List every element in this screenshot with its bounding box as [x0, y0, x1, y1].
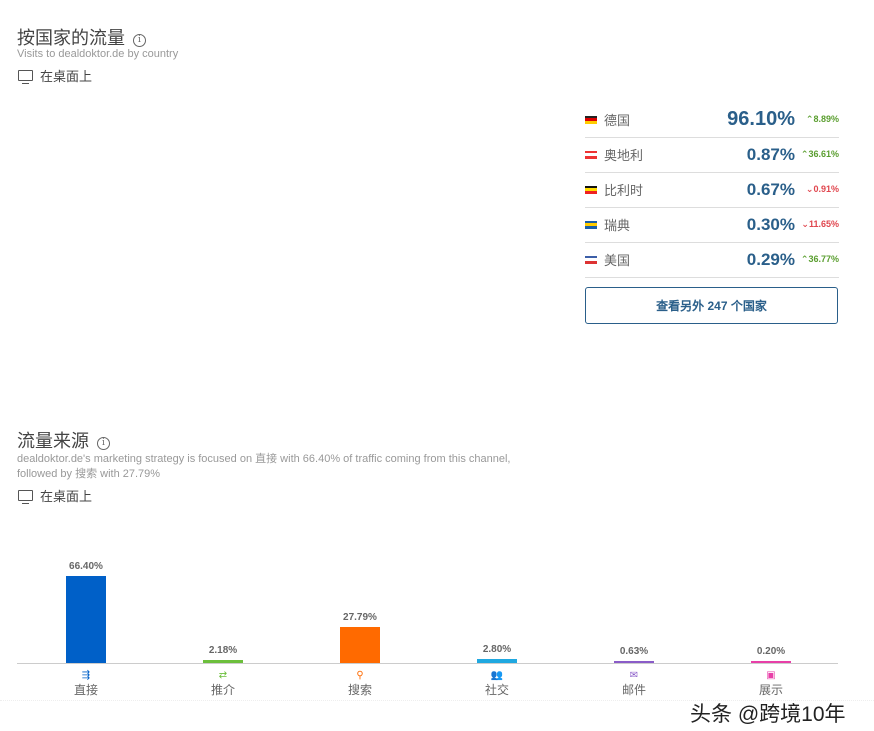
category-label: 搜索 — [347, 683, 372, 697]
arrow-up-icon: ⌃ — [800, 254, 809, 264]
category-3: 👥 社交 — [457, 669, 537, 697]
info-icon[interactable]: i — [133, 34, 146, 47]
country-share: 96.10% — [727, 108, 795, 130]
category-5: ▣ 展示 — [731, 669, 811, 697]
country-name: 美国 — [604, 253, 631, 268]
change-value: ⌄11.65% — [795, 219, 839, 230]
bar-1[interactable] — [203, 660, 243, 663]
arrow-up-icon: ⌃ — [805, 114, 814, 124]
flag-icon — [585, 185, 597, 194]
flag-icon — [585, 115, 597, 124]
watermark: 头条 @跨境10年 — [690, 703, 846, 726]
country-row[interactable]: 比利时 0.67% ⌄0.91% — [585, 172, 839, 208]
bar-label: 2.18% — [208, 645, 238, 657]
category-label: 推介 — [210, 683, 235, 697]
change-value: ⌄0.91% — [795, 184, 839, 195]
country-name: 比利时 — [604, 183, 644, 198]
country-share: 0.30% — [746, 214, 795, 234]
category-0: ⇶ 直接 — [46, 669, 126, 697]
country-section-title: 按国家的流量 i — [17, 24, 146, 50]
country-name: 德国 — [604, 113, 631, 128]
arrow-down-icon: ⌄ — [805, 184, 814, 194]
category-label: 社交 — [484, 683, 509, 697]
bar-label: 0.20% — [756, 646, 786, 657]
source-description: dealdoktor.de's marketing strategy is fo… — [17, 453, 511, 480]
device-text: 在桌面上 — [40, 489, 93, 504]
change-text: 36.61% — [808, 149, 839, 159]
country-row[interactable]: 奥地利 0.87% ⌃36.61% — [585, 137, 839, 173]
mail-icon: ✉ — [629, 670, 639, 681]
category-label: 展示 — [758, 683, 783, 697]
change-text: 8.89% — [813, 114, 839, 124]
bar-label: 0.63% — [619, 646, 649, 657]
view-more-countries-button[interactable]: 查看另外 247 个国家 — [585, 287, 838, 324]
bar-4[interactable] — [614, 661, 654, 663]
bar-label: 27.79% — [343, 611, 377, 623]
change-text: 0.91% — [813, 184, 839, 194]
info-icon[interactable]: i — [97, 437, 110, 450]
chart-baseline — [17, 663, 838, 664]
social-icon: 👥 — [490, 670, 504, 681]
bar-label: 66.40% — [69, 561, 103, 572]
category-1: ⇄ 推介 — [183, 669, 263, 697]
country-name: 奥地利 — [604, 148, 644, 163]
flag-icon — [585, 150, 597, 159]
category-2: ⚲ 搜索 — [320, 669, 400, 697]
change-value: ⌃36.61% — [795, 149, 839, 160]
bar-label: 2.80% — [482, 644, 512, 656]
country-subtitle: Visits to dealdoktor.de by country — [17, 48, 179, 60]
arrow-down-icon: ⌄ — [801, 219, 809, 229]
category-4: ✉ 邮件 — [594, 669, 674, 697]
bar-5[interactable] — [751, 661, 791, 663]
arrow-up-icon: ⌃ — [800, 149, 809, 159]
category-label: 邮件 — [621, 683, 646, 697]
category-label: 直接 — [73, 683, 98, 697]
direct-icon: ⇶ — [81, 670, 91, 681]
flag-icon — [585, 255, 597, 264]
country-share: 0.29% — [746, 249, 795, 269]
title-text: 流量来源 — [17, 431, 89, 451]
referral-icon: ⇄ — [218, 670, 228, 681]
change-text: 36.77% — [808, 254, 839, 264]
country-row[interactable]: 瑞典 0.30% ⌄11.65% — [585, 207, 839, 243]
bar-0[interactable] — [66, 576, 106, 663]
device-text: 在桌面上 — [40, 69, 93, 84]
flag-icon — [585, 220, 597, 229]
country-share: 0.87% — [746, 144, 795, 164]
monitor-icon — [18, 490, 33, 504]
search-icon: ⚲ — [356, 670, 364, 681]
divider — [0, 700, 874, 701]
country-row[interactable]: 美国 0.29% ⌃36.77% — [585, 242, 839, 278]
change-text: 11.65% — [808, 219, 839, 229]
country-row[interactable]: 德国 96.10% ⌃8.89% — [585, 102, 839, 138]
country-name: 瑞典 — [604, 218, 631, 233]
source-section-title: 流量来源 i — [17, 427, 110, 453]
bar-3[interactable] — [477, 659, 517, 663]
display-icon: ▣ — [766, 670, 776, 681]
change-value: ⌃36.77% — [795, 254, 839, 265]
device-label: 在桌面上 — [18, 66, 92, 85]
title-text: 按国家的流量 — [17, 28, 125, 48]
bar-2[interactable] — [340, 626, 380, 663]
device-label: 在桌面上 — [18, 486, 92, 505]
monitor-icon — [18, 70, 33, 84]
change-value: ⌃8.89% — [795, 114, 839, 125]
country-share: 0.67% — [746, 179, 795, 199]
